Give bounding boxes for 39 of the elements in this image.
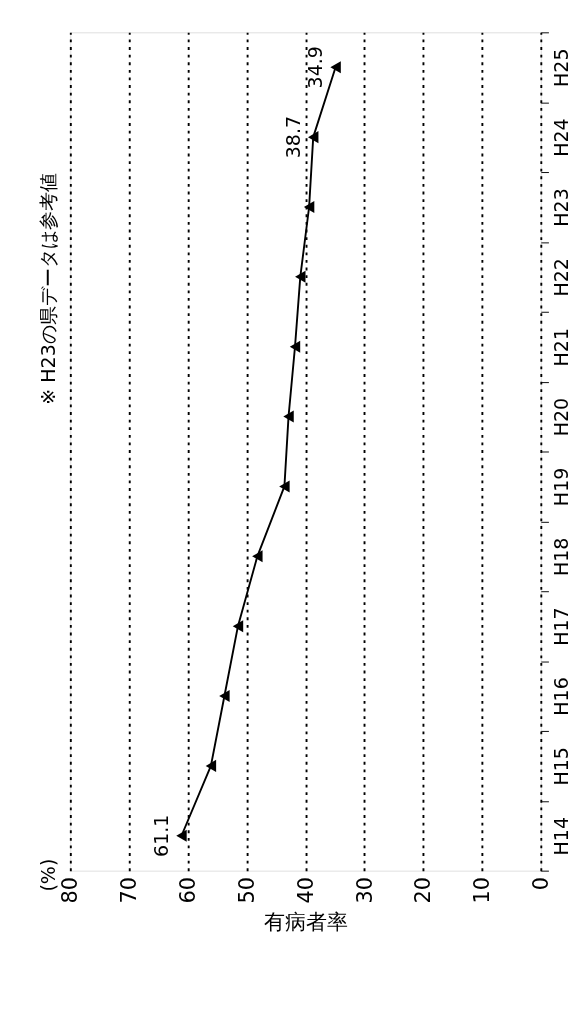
point — [303, 200, 315, 214]
point — [289, 340, 301, 353]
y-tick-label: H22 — [549, 258, 572, 297]
y-tick-label: H16 — [549, 677, 572, 716]
y-tick-label: H15 — [549, 747, 572, 786]
x-tick-label: 80 — [58, 876, 83, 904]
point — [205, 759, 217, 772]
point — [219, 690, 230, 703]
point — [295, 270, 306, 283]
x-tick-label: 0 — [528, 876, 553, 891]
point — [252, 550, 263, 563]
x-tick-label: 30 — [352, 876, 377, 904]
y-tick-label: H25 — [549, 48, 572, 87]
x-tick-label: 60 — [176, 876, 201, 904]
x-tick-label: 20 — [411, 876, 436, 904]
x-tick-label: 10 — [470, 876, 495, 904]
y-tick-label: H19 — [549, 467, 572, 507]
point — [330, 61, 341, 74]
point — [283, 410, 294, 423]
point — [176, 829, 187, 842]
text: ※ H23の県データは参考値 — [37, 173, 60, 405]
y-tick-label: H23 — [549, 188, 572, 227]
point — [308, 131, 319, 144]
x-axis-title: 有病者率 — [264, 910, 349, 935]
text: 34.9 — [304, 46, 327, 89]
y-tick-label: H17 — [549, 607, 572, 646]
point — [232, 620, 244, 633]
y-tick-label: H24 — [549, 118, 572, 157]
text: 61.1 — [150, 814, 173, 857]
x-tick-label: 70 — [117, 876, 142, 904]
point — [279, 480, 290, 493]
text: 38.7 — [281, 115, 304, 159]
y-tick-label: H20 — [549, 397, 572, 437]
y-tick-label: H21 — [549, 327, 572, 367]
text: (%) — [37, 858, 60, 892]
y-tick-label: H18 — [549, 537, 572, 577]
x-tick-label: 50 — [234, 876, 259, 904]
x-tick-label: 40 — [293, 876, 318, 904]
y-tick-label: H14 — [549, 816, 572, 856]
